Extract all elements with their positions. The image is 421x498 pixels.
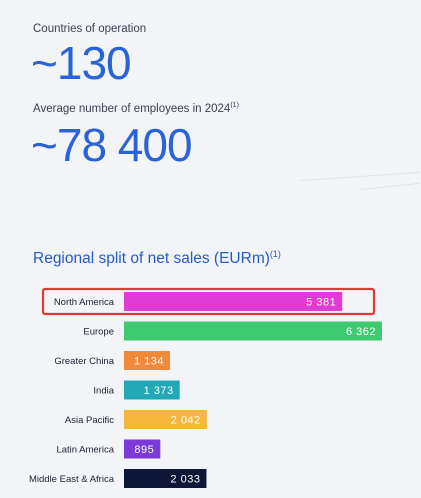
category-label: Latin America — [56, 445, 114, 456]
bar-group: Europe 6 362 — [83, 321, 382, 341]
category-label: Middle East & Africa — [29, 474, 115, 485]
bar-value-label: 6 362 — [346, 326, 376, 338]
category-label: Europe — [83, 327, 114, 338]
category-label: North America — [54, 297, 115, 308]
bar-value-label: 2 033 — [170, 474, 200, 486]
bar-value-label: 895 — [134, 444, 154, 456]
bar — [124, 292, 343, 311]
bar — [124, 410, 207, 429]
countries-value: ~130 — [31, 37, 132, 89]
category-label: Greater China — [54, 356, 114, 367]
bar-value-label: 2 042 — [171, 415, 201, 427]
bar — [124, 439, 161, 459]
employees-label: Average number of employees in 2024(1) — [33, 102, 239, 115]
chart-title: Regional split of net sales (EURm)(1) — [33, 249, 281, 268]
bar-group: Middle East & Africa 2 033 — [29, 469, 207, 488]
bar-value-label: 1 373 — [144, 385, 174, 397]
bar-value-label: 1 134 — [134, 356, 164, 368]
bar-group: Greater China 1 134 — [54, 351, 170, 370]
countries-label: Countries of operation — [33, 23, 147, 35]
bar-group: India 1 373 — [93, 380, 180, 400]
bar-group: Latin America 895 — [56, 439, 161, 459]
chart-title-footnote: (1) — [269, 249, 281, 259]
employees-footnote: (1) — [230, 102, 239, 109]
bar-group: Asia Pacific 2 042 — [65, 410, 207, 429]
highlight-box — [41, 287, 376, 316]
category-label: India — [93, 386, 114, 397]
bar — [124, 351, 170, 370]
bar — [124, 469, 207, 488]
bar — [124, 321, 382, 341]
bar — [124, 380, 180, 400]
category-label: Asia Pacific — [65, 415, 114, 426]
bar-group: North America 5 381 — [54, 292, 343, 311]
bar-value-label: 5 381 — [306, 297, 336, 309]
employees-value: ~78 400 — [31, 119, 193, 171]
